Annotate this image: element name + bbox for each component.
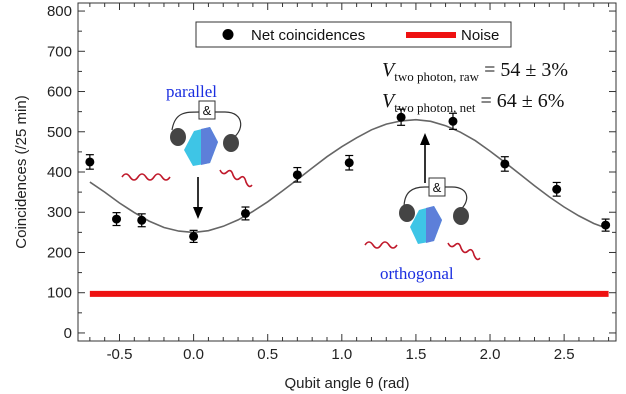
x-tick-label: 2.5 [554, 346, 575, 363]
orthogonal-photon-left-icon [364, 241, 398, 249]
legend-marker-net [222, 29, 234, 40]
x-tick-label: 2.0 [480, 346, 501, 363]
data-point [137, 215, 147, 225]
y-tick-label: 700 [47, 43, 72, 60]
orthogonal-detector-right-icon [453, 207, 469, 225]
parallel-photon-right-icon [219, 169, 253, 188]
y-tick-label: 400 [47, 164, 72, 181]
parallel-illustration: parallel & [121, 82, 253, 219]
y-tick-label: 500 [47, 124, 72, 141]
legend-marker-noise [406, 32, 456, 38]
plot-frame [77, 2, 617, 342]
data-point [552, 184, 562, 194]
orthogonal-illustration: & orthogonal [364, 133, 481, 283]
data-point [112, 214, 122, 224]
orthogonal-crystal-shade-icon [426, 206, 442, 243]
legend-label-net: Net coincidences [251, 27, 365, 44]
parallel-detector-right-icon [223, 134, 239, 152]
parallel-and-gate [198, 100, 216, 120]
x-tick-label: 1.0 [331, 346, 352, 363]
orthogonal-photon-right-icon [447, 242, 481, 261]
orthogonal-arrowhead-icon [420, 133, 430, 145]
legend: Net coincidences Noise [195, 21, 512, 48]
parallel-detector-left-icon [170, 128, 186, 146]
data-point [601, 220, 611, 230]
formula-net: Vtwo photon, net = 64 ± 6% [382, 90, 564, 115]
parallel-arrowhead-icon [193, 207, 203, 219]
y-tick-label: 0 [64, 325, 72, 342]
orthogonal-label: orthogonal [380, 264, 454, 283]
orthogonal-and-gate [428, 177, 446, 197]
data-point [344, 158, 354, 168]
legend-box [195, 21, 512, 48]
y-axis-title: Coincidences (/25 min) [13, 95, 30, 248]
y-tick-label: 600 [47, 84, 72, 101]
x-tick-label: 0.0 [183, 346, 204, 363]
fit-curve [89, 118, 606, 234]
axes: 0 100 200 300 400 500 600 700 800 -0.5 0.0 0.5 1.0 1.… [47, 3, 616, 363]
data-points-layer [85, 108, 611, 244]
fit-curve-layer [89, 118, 606, 234]
data-point [85, 157, 95, 167]
y-tick-label: 800 [47, 3, 72, 20]
parallel-crystal-shade-icon [201, 127, 218, 165]
x-tick-label: -0.5 [107, 346, 133, 363]
y-tick-label: 200 [47, 244, 72, 261]
x-tick-label: 0.5 [257, 346, 278, 363]
formula-raw: Vtwo photon, raw = 54 ± 3% [382, 59, 568, 84]
y-tick-label: 300 [47, 204, 72, 221]
parallel-label: parallel [166, 82, 217, 101]
legend-label-noise: Noise [461, 27, 499, 44]
x-tick-label: 1.5 [405, 346, 426, 363]
data-point [292, 170, 302, 180]
x-axis-title: Qubit angle θ (rad) [284, 375, 409, 392]
orthogonal-and-symbol: & [433, 180, 442, 195]
parallel-and-symbol: & [203, 103, 212, 118]
orthogonal-detector-left-icon [399, 204, 415, 222]
data-point [189, 231, 199, 241]
parallel-photon-left-icon [121, 173, 171, 181]
data-point [448, 116, 458, 126]
data-point [500, 159, 510, 169]
data-point [396, 112, 406, 122]
y-tick-label: 100 [47, 285, 72, 302]
data-point [240, 208, 250, 218]
